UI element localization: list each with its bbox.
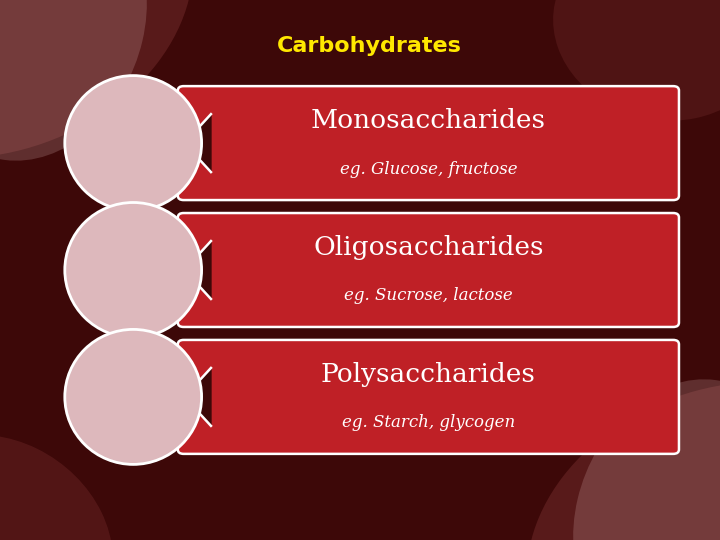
FancyBboxPatch shape [178,213,679,327]
Ellipse shape [0,0,147,161]
Text: Oligosaccharides: Oligosaccharides [313,235,544,260]
Ellipse shape [0,435,113,540]
Text: Carbohydrates: Carbohydrates [277,36,462,56]
Text: Polysaccharides: Polysaccharides [321,362,536,387]
Text: eg. Glucose, fructose: eg. Glucose, fructose [340,160,517,178]
Ellipse shape [527,382,720,540]
Polygon shape [184,368,211,426]
Text: Monosaccharides: Monosaccharides [311,108,546,133]
Polygon shape [184,241,211,299]
FancyBboxPatch shape [178,86,679,200]
Polygon shape [184,114,211,172]
Text: eg. Starch, glycogen: eg. Starch, glycogen [342,414,515,431]
Ellipse shape [0,0,193,158]
Ellipse shape [573,379,720,540]
Ellipse shape [65,76,202,211]
Ellipse shape [65,329,202,464]
Ellipse shape [65,202,202,338]
Text: eg. Sucrose, lactose: eg. Sucrose, lactose [344,287,513,305]
FancyBboxPatch shape [178,340,679,454]
Ellipse shape [553,0,720,120]
